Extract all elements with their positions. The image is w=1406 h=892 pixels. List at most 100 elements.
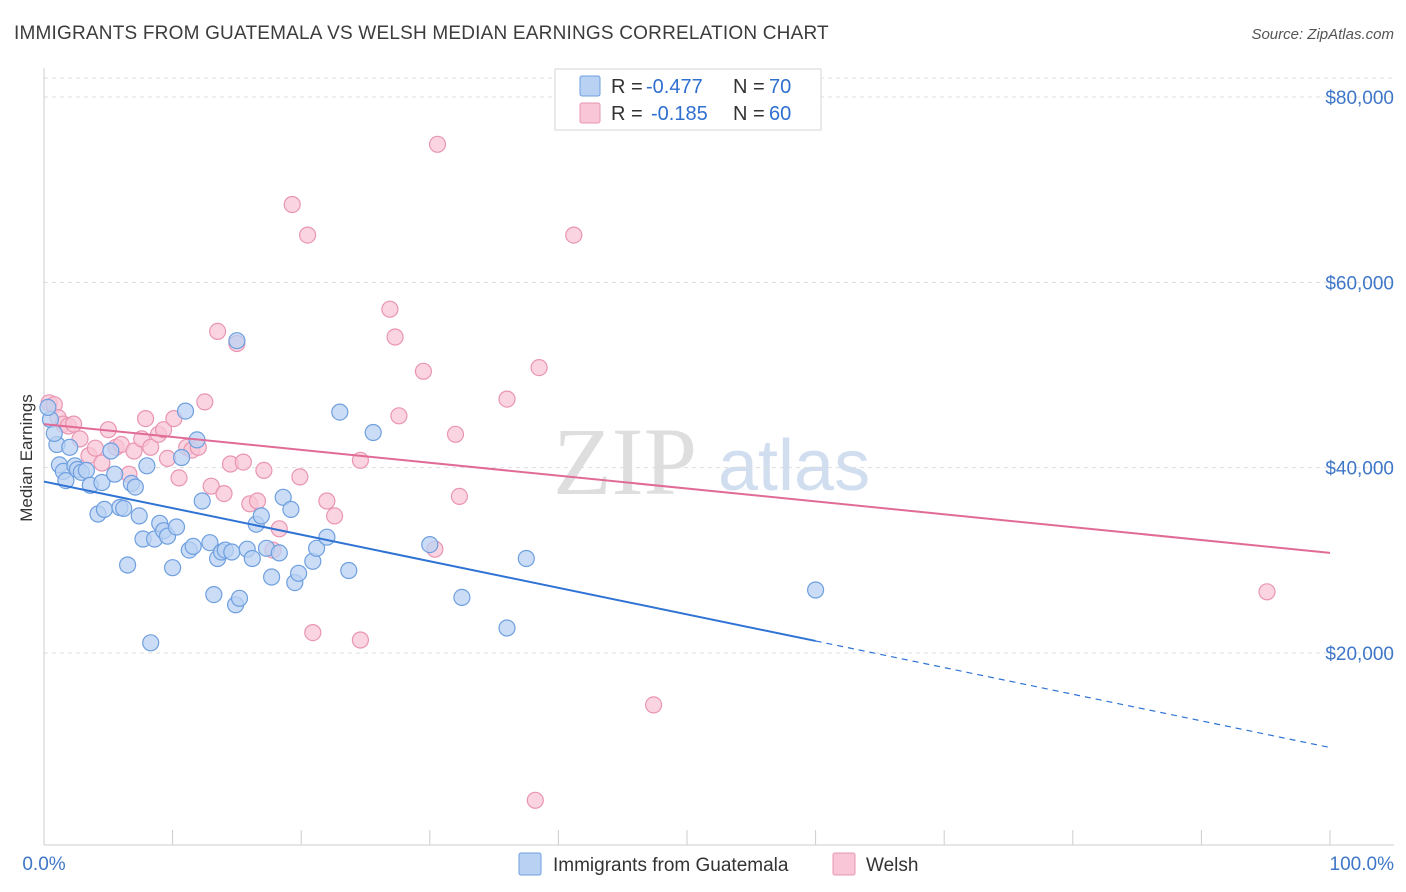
stats-swatch-pink xyxy=(579,102,601,124)
welsh-point xyxy=(209,322,227,340)
guatemala-point xyxy=(126,478,144,496)
welsh-point xyxy=(1258,583,1276,601)
guatemala-point xyxy=(270,544,288,562)
guatemala-point xyxy=(61,438,79,456)
welsh-point xyxy=(318,492,336,510)
gridlines xyxy=(44,77,1394,654)
chart-title: IMMIGRANTS FROM GUATEMALA VS WELSH MEDIA… xyxy=(14,23,829,44)
guatemala-point xyxy=(421,535,439,554)
series-guatemala-points xyxy=(39,332,825,652)
source-label: Source: ZipAtlas.com xyxy=(1251,26,1394,43)
y-tick-labels: $20,000 $40,000 $60,000 $80,000 xyxy=(1325,88,1394,665)
legend-item-guatemala[interactable]: Immigrants from Guatemala xyxy=(518,852,789,876)
guatemala-point xyxy=(453,588,471,607)
guatemala-point xyxy=(252,507,270,525)
trend-lines xyxy=(43,423,1331,749)
guatemala-point xyxy=(340,561,358,580)
welsh-point xyxy=(414,362,432,380)
y-tick-label-60000: $60,000 xyxy=(1325,273,1394,294)
guatemala-point xyxy=(142,634,160,652)
y-tick-label-80000: $80,000 xyxy=(1325,88,1394,109)
welsh-point xyxy=(202,477,220,495)
welsh-point xyxy=(137,410,155,428)
x-tick-marks xyxy=(43,830,1331,845)
stats-swatch-blue xyxy=(579,75,601,97)
legend-item-welsh[interactable]: Welsh xyxy=(832,852,918,876)
welsh-point xyxy=(644,696,663,714)
welsh-point xyxy=(381,300,399,318)
guatemala-point xyxy=(263,568,281,586)
guatemala-point xyxy=(290,564,308,582)
guatemala-point xyxy=(318,528,336,546)
guatemala-point xyxy=(201,534,219,552)
guatemala-point xyxy=(106,465,124,483)
welsh-point xyxy=(526,791,544,809)
welsh-point xyxy=(565,226,583,244)
stats-r-value-2: -0.185 xyxy=(651,103,708,125)
welsh-point xyxy=(125,442,143,460)
watermark-zip: ZIP xyxy=(553,408,697,515)
guatemala-point xyxy=(498,619,516,637)
welsh-point xyxy=(291,468,309,486)
guatemala-point xyxy=(193,492,211,510)
guatemala-point xyxy=(45,424,63,442)
welsh-point xyxy=(142,438,160,456)
welsh-point xyxy=(304,623,322,642)
welsh-point xyxy=(234,453,252,471)
guatemala-point xyxy=(230,589,249,607)
guatemala-point xyxy=(274,488,292,506)
guatemala-point xyxy=(806,581,825,599)
stats-n-value-1: 70 xyxy=(769,76,791,98)
welsh-point xyxy=(196,393,214,411)
guatemala-point xyxy=(39,398,57,416)
welsh-point xyxy=(64,415,83,433)
welsh-point xyxy=(450,487,468,505)
guatemala-point xyxy=(228,332,246,350)
trend-line-guatemala-extension xyxy=(815,640,1331,749)
welsh-point xyxy=(248,492,267,510)
guatemala-point xyxy=(517,549,535,568)
guatemala-point xyxy=(164,559,182,577)
guatemala-point xyxy=(77,461,96,479)
guatemala-point xyxy=(93,473,111,492)
stats-r-label-2: R = xyxy=(611,103,643,125)
stats-n-label-2: N = xyxy=(733,103,765,125)
welsh-point xyxy=(283,195,301,214)
y-axis-label: Median Earnings xyxy=(17,394,36,522)
legend-label-guatemala: Immigrants from Guatemala xyxy=(553,855,789,876)
welsh-point xyxy=(351,631,369,649)
guatemala-point xyxy=(205,585,223,604)
welsh-point xyxy=(215,485,233,503)
welsh-point xyxy=(428,135,447,153)
legend: Immigrants from Guatemala Welsh xyxy=(518,852,918,876)
trend-line-guatemala xyxy=(43,480,816,642)
guatemala-point xyxy=(364,423,382,442)
x-tick-label-max: 100.0% xyxy=(1330,854,1395,875)
watermark: ZIP atlas xyxy=(553,408,870,515)
guatemala-point xyxy=(167,518,186,536)
welsh-point xyxy=(155,421,173,439)
legend-swatch-guatemala xyxy=(518,852,542,876)
welsh-point xyxy=(255,461,273,479)
guatemala-point xyxy=(95,500,114,518)
welsh-point xyxy=(386,328,404,346)
welsh-point xyxy=(446,425,465,443)
welsh-point xyxy=(299,226,317,244)
guatemala-point xyxy=(308,539,326,557)
guatemala-point xyxy=(138,457,156,475)
legend-label-welsh: Welsh xyxy=(866,855,918,876)
guatemala-point xyxy=(173,448,191,467)
guatemala-point xyxy=(130,507,148,525)
stats-n-value-2: 60 xyxy=(769,103,791,125)
stats-box: R = -0.477 N = 70 R = -0.185 N = 60 xyxy=(554,68,822,131)
welsh-point xyxy=(86,439,105,457)
stats-r-value-1: -0.477 xyxy=(646,76,703,98)
stats-r-label-1: R = xyxy=(611,76,643,98)
welsh-point xyxy=(93,454,111,472)
guatemala-point xyxy=(243,549,261,568)
trend-line-welsh xyxy=(43,423,1331,554)
guatemala-point xyxy=(223,543,241,561)
watermark-atlas: atlas xyxy=(718,426,870,506)
guatemala-point xyxy=(282,500,300,518)
